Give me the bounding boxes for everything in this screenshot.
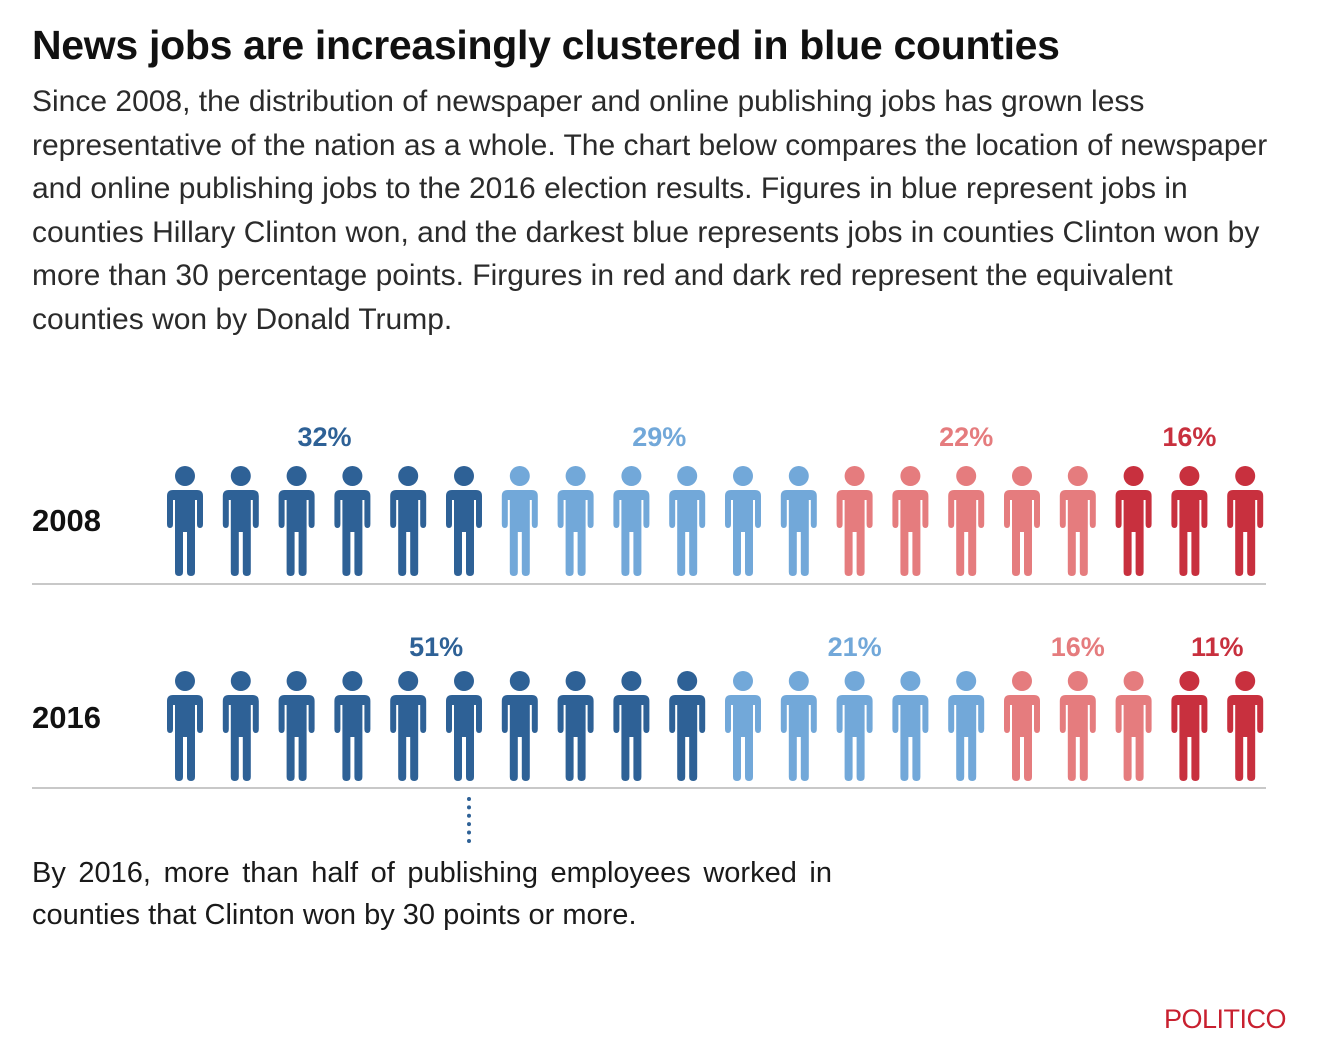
person-icon — [725, 671, 761, 781]
person-icon — [1171, 671, 1208, 781]
person-icon — [334, 671, 371, 781]
percent-label-2016-trump: 16% — [1050, 632, 1105, 662]
percent-label-2016-trump_30plus: 11% — [1191, 632, 1244, 662]
person-icon — [725, 466, 761, 576]
chart-subtitle: Since 2008, the distribution of newspape… — [32, 85, 1268, 336]
person-icon — [1115, 466, 1152, 576]
person-icon — [780, 466, 817, 576]
annotation-leader-line — [467, 797, 471, 843]
person-icon — [1227, 466, 1264, 576]
person-icon — [167, 466, 203, 576]
person-icon — [892, 671, 929, 781]
person-icon — [278, 466, 315, 576]
row-divider-2016 — [32, 787, 1266, 789]
person-icon — [501, 671, 538, 781]
person-icon — [1059, 466, 1096, 576]
person-icon — [390, 671, 427, 781]
person-icon — [222, 466, 259, 576]
chart-title: News jobs are increasingly clustered in … — [32, 22, 1060, 68]
person-icon — [669, 671, 706, 781]
annotation-text: By 2016, more than half of publishing em… — [32, 857, 832, 931]
person-icon — [1227, 671, 1264, 781]
person-icon — [334, 466, 371, 576]
percent-label-2016-clinton: 21% — [827, 632, 882, 662]
person-icon — [836, 671, 873, 781]
person-icon — [669, 466, 706, 576]
person-icon — [557, 671, 594, 781]
row-label-2016: 2016 — [32, 700, 101, 735]
person-icon — [1004, 671, 1040, 781]
person-icon — [1115, 671, 1152, 781]
person-icon — [501, 466, 538, 576]
percent-label-2008-trump: 22% — [939, 422, 994, 452]
person-icon — [613, 466, 650, 576]
person-icon — [1171, 466, 1208, 576]
row-label-2008: 2008 — [32, 503, 101, 538]
person-icon — [948, 671, 985, 781]
person-icon — [1059, 671, 1096, 781]
person-icon — [613, 671, 650, 781]
person-icon — [892, 466, 929, 576]
person-icon — [557, 466, 594, 576]
politico-logo: POLITICO — [1163, 1004, 1287, 1034]
percent-label-2016-clinton_30plus: 51% — [409, 632, 464, 662]
person-icon — [222, 671, 259, 781]
person-icon — [836, 466, 873, 576]
person-icon — [780, 671, 817, 781]
person-icon — [1004, 466, 1040, 576]
person-icon — [390, 466, 427, 576]
person-icon — [948, 466, 985, 576]
percent-label-2008-clinton_30plus: 32% — [297, 422, 352, 452]
row-divider-2008 — [32, 583, 1266, 585]
percent-label-2008-trump_30plus: 16% — [1162, 422, 1217, 452]
person-icon — [446, 466, 482, 576]
percent-label-2008-clinton: 29% — [632, 422, 687, 452]
person-icon — [167, 671, 203, 781]
person-icon — [278, 671, 315, 781]
person-icon — [446, 671, 482, 781]
